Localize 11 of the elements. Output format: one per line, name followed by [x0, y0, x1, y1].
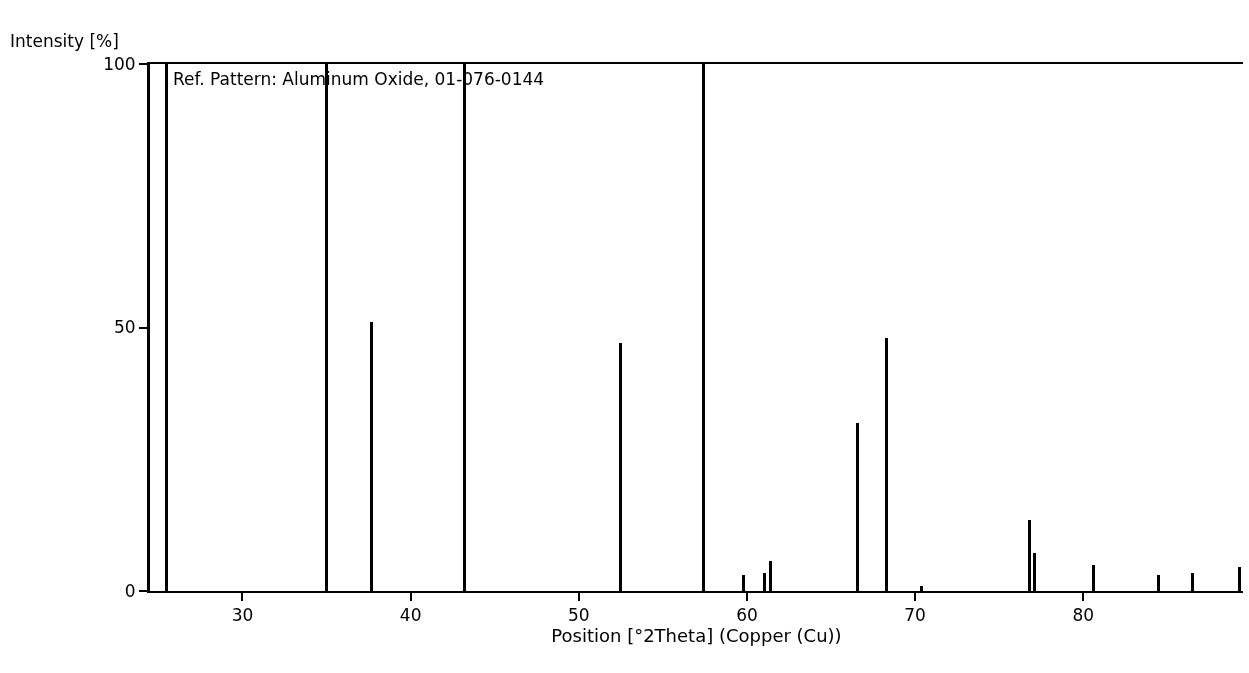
- x-tick-label: 70: [904, 605, 926, 626]
- y-tick-label: 50: [113, 317, 136, 338]
- y-axis-title: Intensity [%]: [10, 31, 119, 51]
- x-tick-label: 50: [567, 605, 590, 626]
- x-tick-label: 80: [1072, 605, 1095, 626]
- x-tick-label: 40: [399, 605, 422, 626]
- x-tick-label: 60: [736, 605, 758, 626]
- x-tick-label: 30: [231, 605, 254, 626]
- x-axis-title: Position [°2Theta] (Copper (Cu)): [551, 625, 842, 647]
- y-tick-label: 0: [124, 580, 136, 601]
- y-tick-label: 100: [103, 53, 136, 74]
